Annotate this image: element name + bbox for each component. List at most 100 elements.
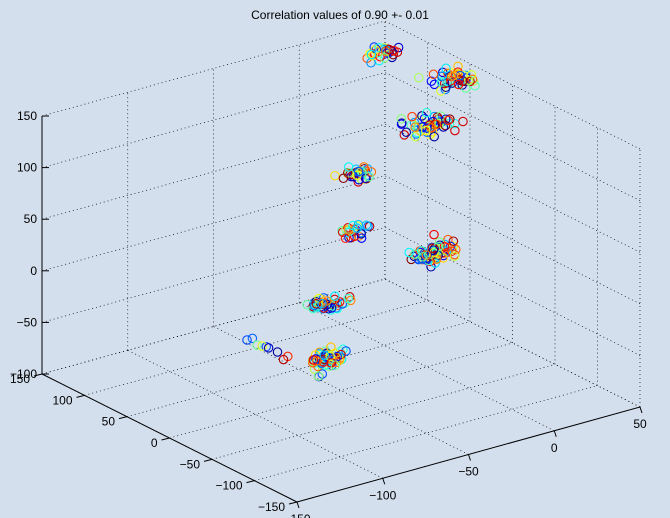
x-tick-mark [76, 394, 85, 398]
data-point [330, 291, 340, 301]
side-wall-gridline-z [41, 20, 386, 117]
data-point [343, 162, 354, 172]
back-wall-gridline-z [384, 72, 641, 201]
data-point [314, 293, 324, 304]
data-point [438, 253, 448, 263]
data-point [352, 223, 362, 233]
data-point [404, 247, 414, 258]
x-tick-mark [288, 501, 298, 505]
data-point [366, 49, 377, 60]
data-point [340, 233, 351, 244]
data-point [458, 116, 468, 127]
data-point [440, 120, 451, 131]
data-point [308, 355, 319, 365]
x-tick-mark [246, 480, 255, 484]
data-point [428, 245, 439, 255]
data-point [330, 170, 340, 181]
data-point [457, 80, 467, 90]
x-tick-mark [203, 458, 213, 462]
x-tick-label: −150 [258, 500, 285, 514]
tick-layer: 150 100 50 0 −50 −100 −150−150 −100 −50 0 50 150 100… [10, 109, 647, 518]
data-point [379, 53, 390, 63]
data-point [410, 131, 421, 142]
data-point [426, 76, 437, 86]
data-point [278, 354, 289, 365]
data-point [439, 241, 450, 252]
data-point [447, 78, 457, 88]
side-wall-gridline-z [41, 278, 386, 375]
data-point [448, 71, 459, 81]
data-point [363, 221, 373, 232]
data-point [421, 107, 432, 118]
data-point [431, 254, 442, 264]
data-point [384, 44, 394, 55]
floor-gridline-x [84, 299, 428, 396]
x-tick-label: 0 [151, 436, 158, 450]
data-point [401, 127, 412, 138]
data-point [332, 351, 342, 362]
y-tick-mark [553, 430, 557, 437]
x-tick-mark [33, 373, 43, 377]
data-point [337, 299, 348, 309]
data-point [272, 347, 283, 357]
data-point [414, 72, 424, 83]
data-point [338, 173, 349, 184]
data-point [317, 299, 327, 309]
y-tick-label: −50 [458, 465, 479, 479]
z-tick-label: 100 [17, 161, 37, 175]
data-point [313, 371, 324, 381]
data-point [467, 74, 478, 85]
floor-gridline-x [126, 321, 471, 418]
data-point [414, 116, 425, 126]
data-point [407, 111, 417, 122]
data-point [448, 236, 459, 246]
side-wall-gridline-z [41, 72, 386, 168]
floor-gridline-x [169, 342, 513, 439]
data-point [429, 131, 439, 142]
data-point [330, 360, 341, 370]
x-tick-label: −50 [180, 457, 201, 471]
x-tick-label: −100 [215, 479, 242, 493]
data-point [446, 71, 457, 82]
data-point [417, 122, 427, 132]
data-point [433, 241, 444, 252]
data-point [252, 340, 262, 350]
data-point [453, 69, 463, 79]
data-point [463, 75, 474, 85]
data-point [453, 79, 464, 90]
y-tick-label: −100 [369, 488, 396, 502]
z-tick-label: 150 [17, 109, 37, 123]
data-point [328, 301, 338, 311]
data-point [453, 61, 463, 72]
data-point [445, 114, 455, 124]
data-point [242, 335, 252, 345]
side-wall-gridline-z [41, 227, 386, 323]
data-point [353, 166, 364, 177]
data-point [449, 251, 460, 262]
x-tick-label: 50 [102, 415, 116, 429]
y-tick-mark [468, 454, 471, 461]
back-wall-gridline-z [384, 123, 641, 253]
data-point [257, 341, 267, 351]
data-point [325, 350, 335, 361]
data-point [366, 167, 377, 177]
y-tick-mark [296, 501, 300, 509]
data-point [311, 299, 321, 309]
data-point [417, 111, 427, 121]
data-point [443, 115, 454, 126]
data-point [341, 346, 351, 356]
x-tick-label: 150 [10, 372, 30, 386]
data-point [465, 76, 475, 87]
data-point [334, 297, 345, 307]
floor-gridline-x [211, 363, 556, 460]
floor-gridline-x [254, 385, 598, 482]
data-point [436, 77, 447, 87]
data-point [427, 243, 438, 253]
data-point [375, 51, 385, 62]
data-point [356, 233, 367, 243]
side-wall-gridline-z [41, 123, 386, 220]
z-tick-label: 0 [30, 264, 37, 278]
data-point [426, 123, 437, 133]
